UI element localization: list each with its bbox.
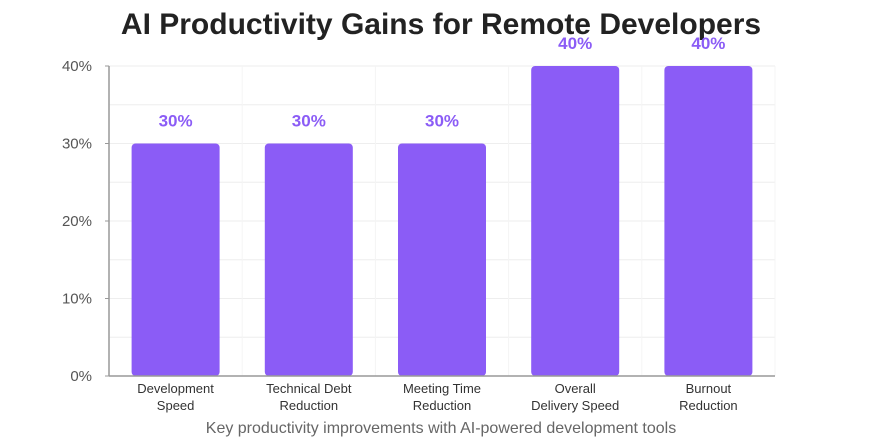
data-label: 30%: [159, 112, 193, 131]
bar: [131, 143, 220, 376]
y-tick-label: 40%: [62, 58, 92, 75]
chart-title: AI Productivity Gains for Remote Develop…: [120, 8, 762, 41]
data-labels: 30% 30% 30% 40% 40%: [159, 34, 726, 131]
x-axis-ticks: Development Speed Technical Debt Reduction M…: [137, 381, 737, 413]
data-label: 30%: [292, 112, 326, 131]
bars: [131, 66, 753, 376]
x-tick-label: Technical Debt Reduction: [266, 381, 352, 413]
x-tick-label: Meeting Time Reduction: [403, 381, 481, 413]
y-tick-label: 20%: [62, 213, 92, 230]
y-axis-ticks: 0% 10% 20% 30% 40%: [62, 58, 109, 385]
y-tick-label: 10%: [62, 291, 92, 308]
x-tick-label: Development Speed: [137, 381, 214, 413]
y-tick-label: 30%: [62, 136, 92, 153]
data-label: 40%: [691, 34, 725, 53]
y-tick-label: 0%: [70, 368, 92, 385]
x-tick-label: Overall Delivery Speed: [531, 381, 619, 413]
data-label: 30%: [425, 112, 459, 131]
x-tick-label: Burnout Reduction: [679, 381, 738, 413]
bar: [664, 66, 753, 376]
bar: [531, 66, 620, 376]
chart-subtitle: Key productivity improvements with AI-po…: [205, 420, 677, 437]
bar: [398, 143, 486, 376]
bar: [264, 143, 353, 376]
data-label: 40%: [558, 34, 592, 53]
